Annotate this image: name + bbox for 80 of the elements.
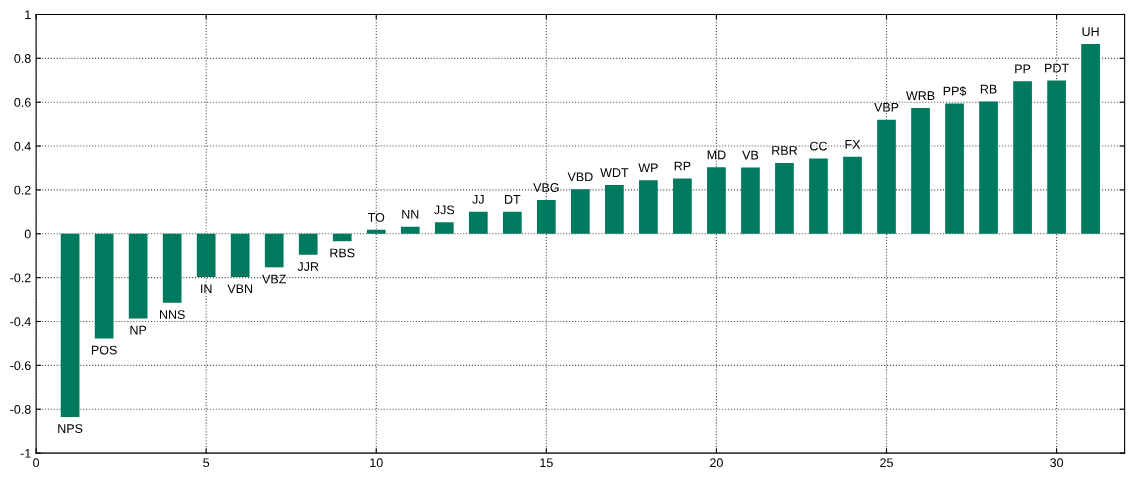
- bar: [639, 180, 658, 234]
- bar: [366, 229, 386, 234]
- bar: [502, 211, 522, 234]
- annotation: PDT: [1045, 63, 1069, 73]
- bar: [1081, 44, 1100, 234]
- x-tick-label: 5: [203, 458, 210, 468]
- annotation: PP$: [943, 86, 967, 97]
- annotation: NNS: [159, 310, 185, 319]
- y-tick-label: -0.8: [10, 405, 31, 414]
- y-tick-label: 0: [24, 229, 31, 239]
- bar: [264, 233, 284, 268]
- bar: [843, 156, 862, 234]
- annotation: RP: [674, 161, 691, 171]
- annotation: RBR: [772, 146, 798, 155]
- bar: [434, 222, 454, 234]
- bar: [877, 119, 896, 234]
- y-tick-label: -0.4: [10, 317, 31, 327]
- annotation: RBS: [330, 248, 355, 258]
- x-tick-label: 30: [1050, 458, 1064, 468]
- annotation: PP: [1015, 64, 1031, 74]
- bar: [230, 233, 250, 277]
- annotation: WRB: [905, 91, 935, 100]
- bar: [571, 189, 590, 234]
- bar: [94, 233, 114, 339]
- annotation: NN: [402, 210, 419, 219]
- bar: [1013, 81, 1032, 234]
- x-tick-label: 15: [540, 458, 553, 468]
- bar: [468, 211, 488, 234]
- y-tick-label: -0.6: [10, 361, 31, 371]
- annotation: DT: [505, 195, 521, 204]
- annotation: VBP: [874, 102, 899, 112]
- annotation: UH: [1082, 27, 1099, 37]
- bar: [298, 233, 318, 255]
- annotation: WDT: [600, 168, 629, 177]
- x-tick-label: 0: [33, 458, 40, 468]
- y-tick-label: 0.8: [14, 54, 31, 63]
- annotation: NPS: [58, 424, 83, 434]
- bar: [673, 178, 692, 234]
- y-tick-label: -0.2: [10, 273, 31, 283]
- bar: [741, 167, 760, 234]
- annotation: VBZ: [262, 274, 286, 284]
- y-tick-label: 0.4: [14, 141, 31, 151]
- annotation: POS: [91, 345, 117, 355]
- annotation: VBN: [227, 284, 253, 293]
- bar: [60, 233, 80, 417]
- bar: [1047, 80, 1066, 234]
- y-tick-label: -1: [20, 449, 31, 458]
- annotation: JJS: [434, 205, 455, 215]
- x-tick-label: 20: [710, 458, 723, 468]
- bar: [911, 108, 930, 234]
- bar: [162, 233, 182, 303]
- y-tick-label: 0.6: [14, 97, 31, 107]
- bar: [945, 103, 964, 234]
- annotation: WP: [638, 163, 658, 173]
- annotation: VB: [742, 150, 759, 160]
- y-tick-label: 0.2: [14, 185, 31, 195]
- annotation: RB: [980, 84, 997, 94]
- annotation: JJR: [297, 262, 319, 271]
- y-tick-label: 1: [25, 10, 31, 19]
- bar: [128, 233, 148, 319]
- annotation: VBD: [567, 172, 593, 182]
- bar: [400, 226, 420, 234]
- bar: [707, 167, 726, 234]
- annotation: VBG: [533, 183, 559, 192]
- x-tick-label: 10: [370, 458, 383, 468]
- annotation: MD: [707, 150, 726, 160]
- bar: [196, 233, 216, 277]
- annotation: FX: [845, 140, 861, 149]
- annotation: CC: [810, 141, 828, 151]
- annotation: NP: [130, 325, 147, 335]
- x-tick-label: 25: [880, 458, 893, 468]
- bar: [332, 233, 352, 242]
- annotation: IN: [201, 284, 212, 293]
- bar: [605, 185, 624, 234]
- bar: [536, 200, 556, 234]
- annotation: JJ: [472, 195, 484, 204]
- bar: [809, 158, 828, 234]
- bar: [775, 162, 794, 234]
- annotation: TO: [367, 212, 385, 222]
- bar: [979, 101, 998, 234]
